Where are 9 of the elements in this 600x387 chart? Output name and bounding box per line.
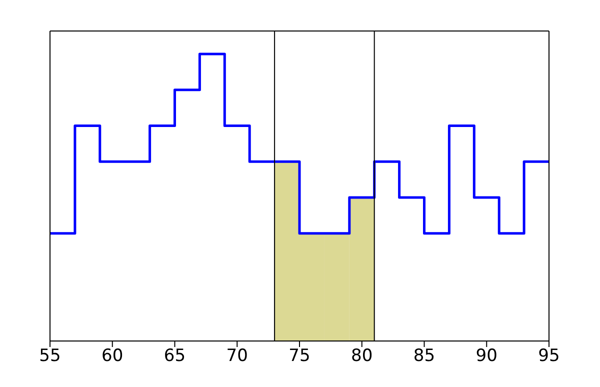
x-tick-label: 55	[39, 346, 61, 366]
x-tick-label: 65	[164, 346, 186, 366]
x-tick-label: 85	[413, 346, 436, 366]
x-tick-label: 95	[538, 346, 560, 366]
x-tick-label: 75	[288, 346, 310, 366]
x-tick-label: 60	[102, 346, 124, 366]
x-tick-label: 80	[351, 346, 373, 366]
x-tick-label: 90	[476, 346, 498, 366]
x-tick-label: 70	[226, 346, 248, 366]
